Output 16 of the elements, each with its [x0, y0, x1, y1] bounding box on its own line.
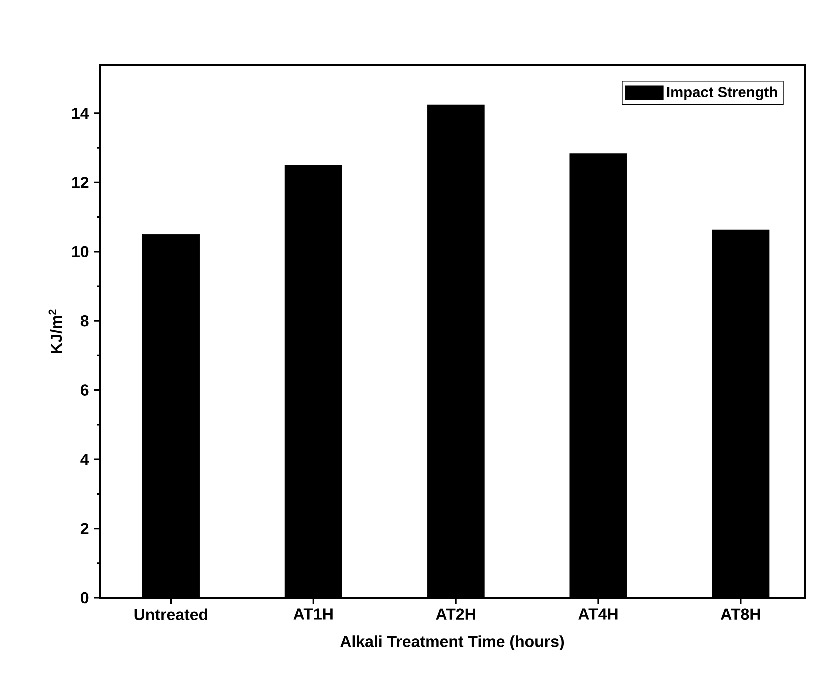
y-tick-label: 6 [80, 384, 89, 396]
legend-label: Impact Strength [667, 86, 778, 100]
x-tick-label: AT4H [578, 608, 618, 620]
y-tick-label: 14 [72, 108, 90, 119]
y-tick-label: 10 [72, 246, 89, 258]
x-tick-label: Untreated [134, 608, 208, 620]
x-tick-label: AT8H [721, 608, 760, 620]
y-tick-label: 8 [80, 315, 89, 327]
y-tick-label: 4 [80, 454, 90, 466]
y-tick-label: 2 [80, 523, 89, 534]
x-tick-label: AT1H [294, 608, 333, 620]
y-tick-label: 0 [81, 592, 89, 604]
x-tick-label: AT2H [436, 608, 476, 620]
y-axis-title: KJ/m$^{2}$ [48, 310, 62, 354]
y-tick-label: 12 [72, 177, 89, 188]
x-axis-title: Alkali Treatment Time (hours) [340, 636, 564, 651]
